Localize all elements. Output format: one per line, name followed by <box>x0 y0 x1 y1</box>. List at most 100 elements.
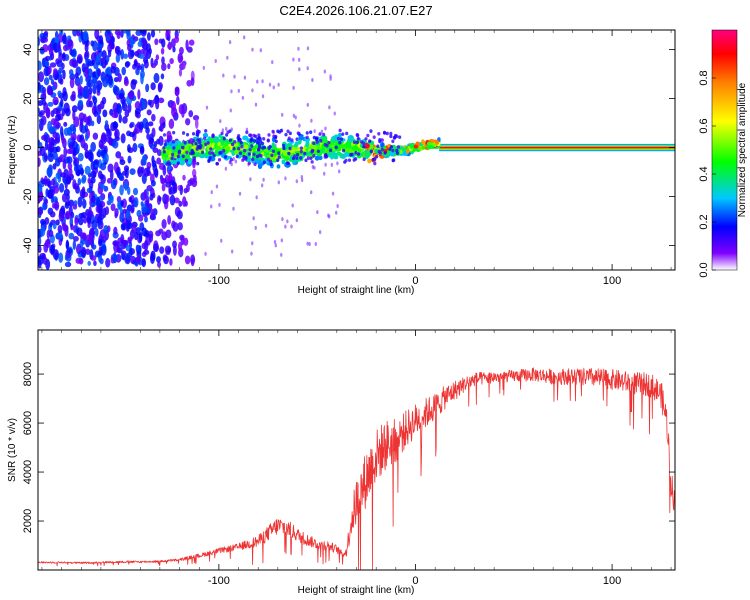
heatmap-cell <box>138 121 144 130</box>
heatmap-cell <box>63 121 68 127</box>
heatmap-cell <box>55 114 61 122</box>
heatmap-cell <box>161 219 167 229</box>
heatmap-cell <box>151 160 157 168</box>
heatmap-cell <box>161 56 165 65</box>
heatmap-cell <box>71 140 78 151</box>
heatmap-cell <box>238 151 242 156</box>
heatmap-cell <box>277 151 281 155</box>
heatmap-cell <box>41 253 46 260</box>
heatmap-cell <box>206 141 210 145</box>
heatmap-cell <box>295 137 299 141</box>
heatmap-cell <box>190 258 195 267</box>
heatmap-cell <box>62 159 67 170</box>
heatmap-cell <box>260 183 264 188</box>
heatmap-cell <box>90 120 95 127</box>
x-tick-label: 0 <box>412 275 418 287</box>
heatmap-cell <box>306 46 310 51</box>
heatmap-cell <box>98 246 102 256</box>
heatmap-cell <box>150 180 156 187</box>
heatmap-cell <box>146 43 151 53</box>
heatmap-cell <box>137 89 141 100</box>
heatmap-cell <box>103 185 109 192</box>
heatmap-cell <box>164 139 168 143</box>
heatmap-cell <box>106 177 113 184</box>
heatmap-cell <box>306 102 310 107</box>
heatmap-cell <box>116 241 121 253</box>
heatmap-cell <box>204 142 208 147</box>
heatmap-cell <box>128 131 136 138</box>
heatmap-cell <box>107 128 112 139</box>
heatmap-cell <box>336 161 339 166</box>
heatmap-cell <box>114 128 120 140</box>
heatmap-cell <box>255 154 259 159</box>
heatmap-cell <box>154 38 159 46</box>
heatmap-cell <box>249 177 252 182</box>
heatmap-cell <box>183 188 188 194</box>
heatmap-cell <box>284 132 288 137</box>
heatmap-cell <box>172 130 176 135</box>
heatmap-cell <box>165 157 171 162</box>
heatmap-cell <box>194 152 201 158</box>
heatmap-cell <box>142 39 147 47</box>
heatmap-cell <box>352 140 357 145</box>
heatmap-cell <box>292 57 295 62</box>
heatmap-cell <box>104 120 109 126</box>
heatmap-cell <box>109 169 114 181</box>
colorbar-tick-label: 0.8 <box>698 70 710 85</box>
heatmap-cell <box>151 113 156 122</box>
colorbar-frame <box>711 29 738 271</box>
heatmap-cell <box>113 226 118 235</box>
heatmap-cell <box>312 154 316 158</box>
heatmap-cell <box>63 127 70 137</box>
heatmap-cell <box>305 135 309 140</box>
heatmap-cell <box>66 247 73 254</box>
heatmap-cell <box>248 133 252 137</box>
heatmap-cell <box>92 77 98 85</box>
heatmap-cell <box>187 179 193 187</box>
heatmap-cell <box>55 145 61 153</box>
heatmap-cell <box>290 138 294 142</box>
heatmap-cell <box>61 193 68 203</box>
heatmap-cell <box>255 195 258 200</box>
x-tick-label: -100 <box>208 275 230 287</box>
heatmap-cell <box>249 139 253 143</box>
heatmap-cell <box>276 129 280 134</box>
heatmap-cell <box>141 30 147 35</box>
heatmap-cell <box>38 208 42 215</box>
heatmap-cell <box>161 152 167 158</box>
heatmap-cell <box>243 144 249 150</box>
heatmap-cell <box>82 30 89 42</box>
heatmap-cell <box>304 158 308 163</box>
heatmap-cell <box>54 137 61 144</box>
heatmap-cell <box>266 139 270 143</box>
y-tick-label: 4000 <box>22 460 34 484</box>
heatmap-cell <box>84 133 89 142</box>
heatmap-cell <box>269 162 273 167</box>
heatmap-cell <box>218 151 222 155</box>
heatmap-cell <box>162 149 166 154</box>
heatmap-cell <box>261 94 265 99</box>
y-tick-label: 8000 <box>22 362 34 386</box>
heatmap-cell <box>141 99 146 110</box>
heatmap-cell <box>231 152 235 156</box>
heatmap-cell <box>52 131 58 139</box>
heatmap-cell <box>124 61 130 68</box>
heatmap-cell <box>52 107 59 114</box>
heatmap-cell <box>329 74 332 79</box>
heatmap-cell <box>78 112 85 122</box>
colorbar: 0.0 0.2 0.4 0.6 0.8 Normalized spectral ampl… <box>698 29 748 278</box>
heatmap-cell <box>130 79 137 90</box>
heatmap-cell <box>262 177 265 182</box>
heatmap-cell <box>69 147 74 155</box>
heatmap-cell <box>100 244 107 256</box>
heatmap-cell <box>376 144 380 148</box>
heatmap-cell <box>293 154 297 158</box>
heatmap-cell <box>210 151 215 155</box>
heatmap-cell <box>117 73 122 83</box>
heatmap-cell <box>284 176 287 181</box>
heatmap-cell <box>378 138 382 142</box>
heatmap-cell <box>81 177 86 184</box>
heatmap-cell <box>72 204 78 210</box>
heatmap-cell <box>237 146 241 151</box>
heatmap-cell <box>133 196 139 208</box>
